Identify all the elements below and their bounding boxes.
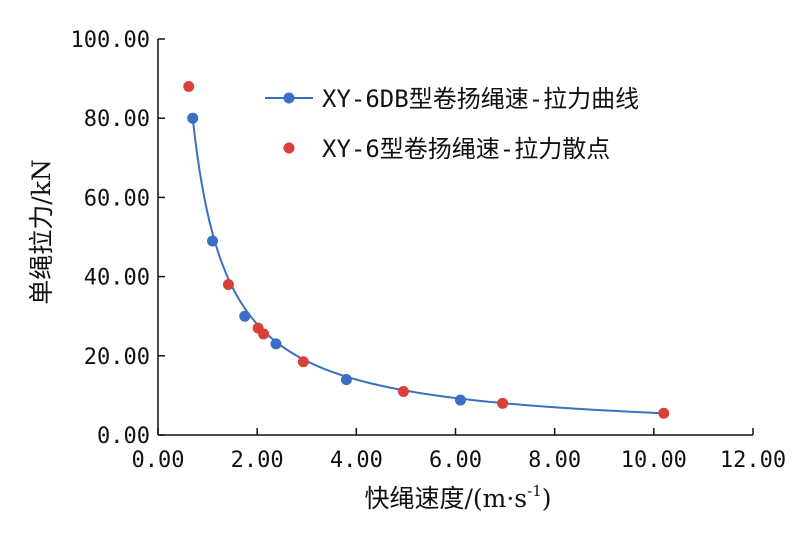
legend-curve-label: XY-6DB型卷扬绳速-拉力曲线 [322,85,639,113]
x-tick-label: 12.00 [720,448,786,473]
scatter-data-point [397,385,409,397]
tick-labels: 0.00 2.00 4.00 6.00 8.00 10.00 12.00 0.00 20.00 4… [71,28,787,473]
curve-data-point [454,394,466,406]
x-tick-label: 8.00 [528,448,581,473]
y-tick-label: 0.00 [97,424,150,449]
legend-item-scatter: XY-6型卷扬绳速-拉力散点 [283,135,610,163]
legend-scatter-marker [283,142,295,154]
scatter-data-point [183,81,195,93]
legend: XY-6DB型卷扬绳速-拉力曲线 XY-6型卷扬绳速-拉力散点 [265,85,639,163]
y-tick-label: 20.00 [84,345,150,370]
x-tick-label: 0.00 [132,448,185,473]
y-tick-label: 60.00 [84,186,150,211]
legend-scatter-label: XY-6型卷扬绳速-拉力散点 [322,135,610,163]
y-axis-title: 单绳拉力/kN [27,159,56,304]
y-tick-label: 40.00 [84,266,150,291]
points-layer [183,81,670,419]
axes [157,38,754,436]
x-axis-title: 快绳速度/(m·s-1) [364,482,551,513]
scatter-data-point [258,328,270,340]
curve-data-point [239,310,251,322]
scatter-data-point [497,397,509,409]
y-tick-label: 100.00 [71,28,150,53]
x-tick-label: 6.00 [429,448,482,473]
curve-data-point [207,235,219,247]
scatter-data-point [658,407,670,419]
curve-data-point [187,112,199,124]
legend-item-curve: XY-6DB型卷扬绳速-拉力曲线 [265,85,639,113]
scatter-data-point [222,279,234,291]
x-tick-label: 4.00 [330,448,383,473]
y-tick-label: 80.00 [84,107,150,132]
curve-layer [191,118,664,415]
curve-data-point [270,338,282,350]
scatter-data-point [297,356,309,368]
curve-data-point [340,374,352,386]
x-axis-title-close: ) [542,484,552,513]
x-tick-label: 2.00 [231,448,284,473]
x-axis-title-sup: -1 [527,482,542,500]
series-curve-line [191,118,664,415]
legend-curve-marker [283,92,295,104]
x-tick-label: 10.00 [621,448,687,473]
